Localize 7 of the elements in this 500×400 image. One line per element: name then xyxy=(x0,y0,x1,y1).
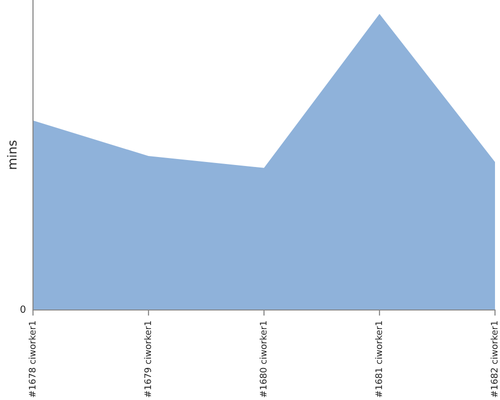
x-tick-label: #1680 ciworker1 xyxy=(260,321,267,398)
y-axis-title: mins xyxy=(7,140,17,169)
x-tick-label: #1679 ciworker1 xyxy=(144,321,152,398)
text: 0 xyxy=(20,305,26,313)
x-tick-label: #1678 ciworker1 xyxy=(28,321,36,398)
x-tick-label: #1681 ciworker1 xyxy=(375,321,382,398)
x-tick-label: #1682 ciworker1 xyxy=(490,321,498,398)
